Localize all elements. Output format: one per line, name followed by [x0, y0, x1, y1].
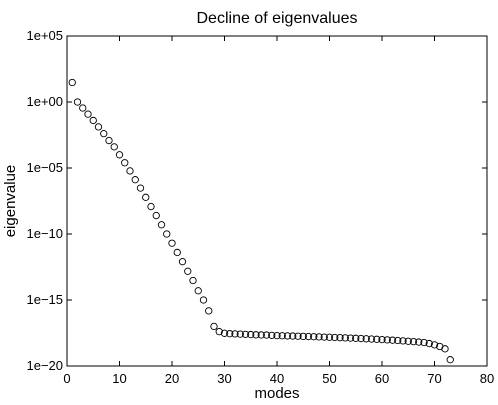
data-points [68, 78, 454, 364]
data-point [210, 322, 218, 331]
data-point [325, 333, 334, 341]
x-tick-label: 10 [112, 371, 126, 386]
data-point [231, 330, 239, 338]
data-point [304, 332, 313, 341]
data-point [409, 337, 418, 346]
data-point [215, 327, 223, 336]
data-point [310, 333, 318, 341]
data-point [289, 332, 297, 340]
data-point [189, 276, 197, 285]
data-point [79, 104, 87, 112]
data-point [236, 330, 244, 338]
data-point [68, 78, 76, 87]
data-point [262, 331, 271, 339]
x-tick-label: 70 [427, 371, 441, 386]
data-point [388, 336, 397, 344]
data-point [446, 356, 454, 364]
data-point [247, 330, 255, 339]
y-tick-label: 1e+05 [26, 28, 63, 43]
chart-title: Decline of eigenvalues [197, 10, 358, 27]
y-tick-label: 1e−20 [26, 358, 63, 373]
data-point [378, 335, 386, 344]
data-point [105, 136, 113, 145]
data-point [152, 211, 160, 220]
data-point [226, 330, 234, 338]
data-point [273, 331, 281, 340]
data-point [268, 331, 276, 339]
data-point [142, 193, 150, 201]
x-axis-title: modes [254, 385, 299, 402]
data-point [194, 287, 202, 295]
data-point [415, 338, 423, 346]
data-point [336, 334, 344, 342]
data-point [399, 337, 407, 345]
x-tick-label: 20 [165, 371, 179, 386]
data-point [367, 335, 376, 343]
x-tick-label: 30 [217, 371, 231, 386]
y-tick-label: 1e−15 [26, 292, 63, 307]
data-point [163, 230, 171, 238]
data-point [89, 116, 97, 125]
data-point [420, 338, 428, 347]
data-point [241, 330, 250, 338]
data-point [252, 331, 260, 339]
x-tick-label: 40 [270, 371, 284, 386]
data-point [383, 336, 391, 344]
y-tick-label: 1e−05 [26, 160, 63, 175]
data-point [441, 345, 449, 353]
data-point [299, 332, 307, 341]
data-point [404, 337, 412, 345]
data-point [430, 341, 439, 349]
data-point [220, 329, 229, 337]
data-point [178, 258, 187, 266]
data-point [205, 307, 213, 315]
data-point [157, 221, 166, 229]
y-tick-label: 1e+00 [26, 94, 63, 109]
x-tick-label: 0 [63, 371, 70, 386]
data-point [373, 335, 381, 343]
data-point [131, 176, 139, 184]
x-tick-label: 50 [322, 371, 336, 386]
y-axis-title: eigenvalue [2, 165, 19, 238]
data-point [352, 334, 360, 342]
data-point [294, 332, 302, 340]
data-point [110, 143, 118, 151]
data-point [357, 334, 365, 343]
data-point [94, 123, 103, 131]
data-point [184, 267, 192, 275]
data-point [341, 334, 349, 342]
data-point [73, 98, 82, 106]
data-point [136, 184, 145, 192]
data-point [84, 110, 92, 118]
data-point [315, 333, 323, 341]
data-point [147, 202, 155, 211]
data-point [425, 339, 433, 348]
data-point [278, 332, 286, 340]
y-tick-label: 1e−10 [26, 226, 63, 241]
x-axis: 0 10 20 30 40 50 60 70 80 [63, 36, 494, 386]
data-point [168, 239, 176, 247]
data-point [331, 333, 339, 342]
data-point [283, 332, 292, 340]
data-point [126, 167, 134, 175]
data-point [320, 333, 328, 341]
data-point [121, 159, 129, 167]
data-point [199, 296, 208, 304]
y-axis: 1e−20 1e−15 1e−10 1e−05 1e+00 1e+05 [26, 28, 487, 373]
data-point [115, 151, 124, 159]
data-point [394, 336, 402, 345]
data-point [346, 334, 355, 342]
x-tick-label: 80 [480, 371, 494, 386]
data-point [257, 331, 265, 339]
data-point [362, 335, 370, 343]
data-point [100, 129, 108, 138]
x-tick-label: 60 [375, 371, 389, 386]
data-point [173, 248, 181, 257]
